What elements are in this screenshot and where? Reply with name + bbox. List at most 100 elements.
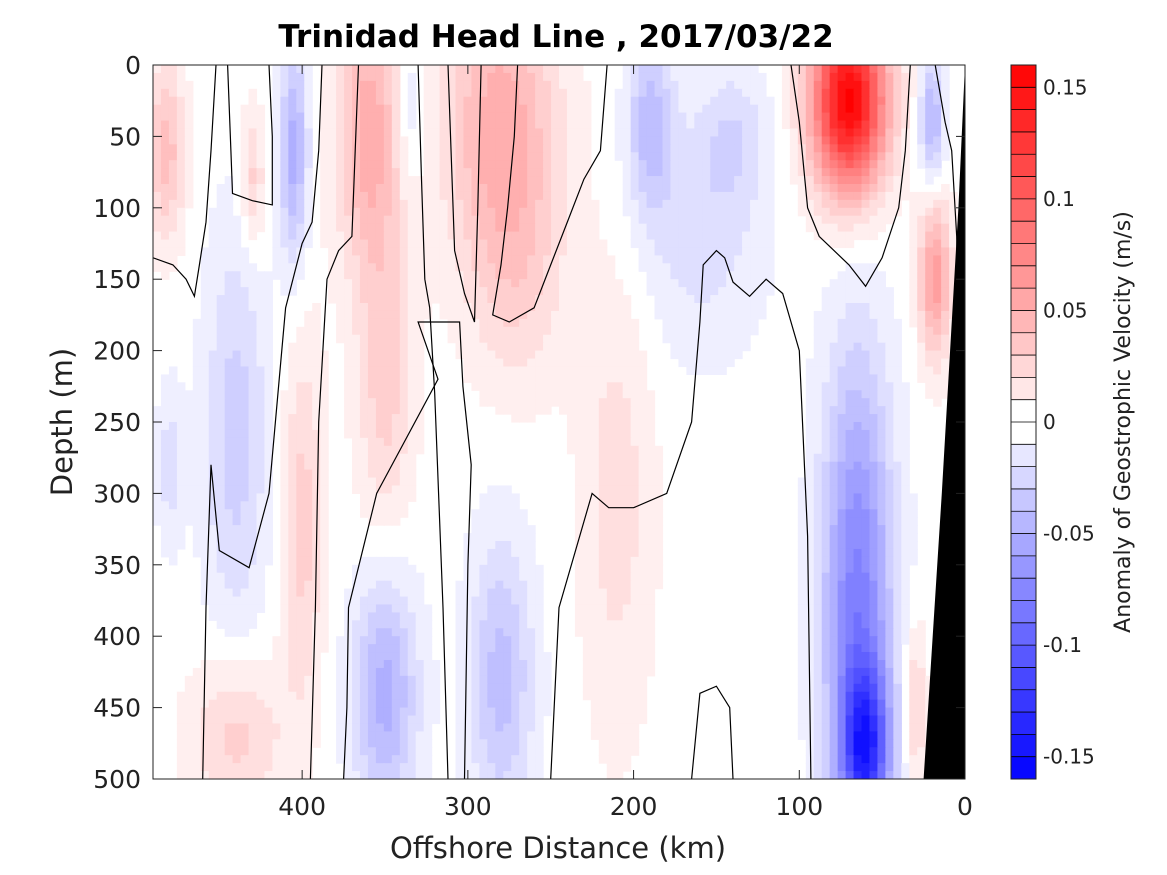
anomaly-cell	[813, 453, 823, 463]
anomaly-cell	[208, 255, 218, 264]
anomaly-cell	[519, 168, 528, 177]
anomaly-cell	[383, 120, 393, 130]
anomaly-cell	[837, 199, 847, 209]
anomaly-cell	[885, 88, 894, 98]
anomaly-cell	[758, 199, 767, 209]
anomaly-cell	[598, 358, 608, 368]
anomaly-cell	[901, 422, 910, 431]
anomaly-cell	[503, 493, 512, 502]
anomaly-cell	[877, 414, 886, 423]
anomaly-cell	[503, 310, 512, 320]
anomaly-cell	[336, 112, 345, 122]
anomaly-cell	[582, 199, 592, 209]
anomaly-cell	[407, 191, 417, 201]
anomaly-cell	[614, 398, 624, 407]
anomaly-cell	[256, 144, 266, 153]
anomaly-cell	[574, 263, 584, 272]
anomaly-cell	[925, 215, 934, 225]
anomaly-cell	[670, 215, 680, 225]
anomaly-cell	[503, 287, 512, 296]
anomaly-cell	[495, 398, 504, 407]
anomaly-cell	[654, 176, 664, 185]
anomaly-cell	[320, 509, 329, 518]
anomaly-cell	[423, 310, 433, 320]
anomaly-cell	[678, 160, 687, 169]
anomaly-cell	[383, 414, 393, 423]
anomaly-cell	[272, 96, 281, 106]
anomaly-cell	[423, 239, 433, 249]
anomaly-cell	[375, 160, 385, 169]
anomaly-cell	[925, 231, 934, 241]
anomaly-cell	[670, 247, 680, 256]
anomaly-cell	[471, 303, 480, 312]
anomaly-cell	[813, 572, 823, 582]
anomaly-cell	[487, 239, 496, 249]
anomaly-cell	[407, 414, 417, 423]
anomaly-cell	[829, 358, 839, 368]
anomaly-cell	[375, 176, 385, 185]
anomaly-cell	[352, 152, 361, 161]
anomaly-cell	[280, 176, 289, 185]
anomaly-cell	[893, 541, 902, 550]
anomaly-cell	[670, 96, 680, 106]
anomaly-cell	[893, 453, 902, 463]
anomaly-cell	[312, 437, 321, 447]
anomaly-cell	[670, 160, 680, 169]
anomaly-cell	[694, 112, 703, 122]
anomaly-cell	[925, 104, 934, 114]
anomaly-cell	[861, 120, 871, 130]
anomaly-cell	[352, 334, 361, 344]
anomaly-cell	[479, 580, 488, 590]
anomaly-cell	[845, 556, 855, 566]
anomaly-cell	[280, 231, 289, 241]
anomaly-cell	[320, 429, 329, 439]
anomaly-cell	[861, 429, 871, 439]
anomaly-cell	[280, 72, 289, 82]
anomaly-cell	[511, 207, 520, 217]
anomaly-cell	[845, 215, 855, 225]
anomaly-cell	[654, 191, 664, 201]
anomaly-cell	[328, 255, 337, 264]
anomaly-cell	[359, 247, 369, 256]
anomaly-cell	[598, 279, 608, 288]
anomaly-cell	[535, 255, 544, 264]
anomaly-cell	[264, 493, 274, 502]
anomaly-cell	[630, 604, 640, 613]
anomaly-cell	[352, 199, 361, 209]
anomaly-cell	[479, 191, 488, 201]
anomaly-cell	[893, 112, 902, 122]
anomaly-cell	[702, 96, 711, 106]
anomaly-cell	[168, 517, 178, 526]
anomaly-cell	[423, 303, 433, 312]
anomaly-cell	[614, 136, 624, 145]
anomaly-cell	[845, 223, 855, 233]
anomaly-cell	[582, 572, 592, 582]
anomaly-cell	[606, 580, 616, 590]
anomaly-cell	[917, 303, 926, 312]
anomaly-cell	[925, 112, 934, 122]
anomaly-cell	[375, 374, 385, 383]
anomaly-cell	[495, 223, 504, 233]
anomaly-cell	[885, 80, 894, 90]
anomaly-cell	[933, 88, 942, 98]
anomaly-cell	[654, 517, 664, 526]
anomaly-cell	[519, 128, 528, 137]
anomaly-cell	[861, 366, 871, 375]
anomaly-cell	[447, 72, 457, 82]
anomaly-cell	[447, 96, 457, 106]
anomaly-cell	[391, 620, 401, 629]
anomaly-cell	[654, 247, 664, 256]
anomaly-cell	[280, 215, 289, 225]
anomaly-cell	[582, 318, 592, 328]
anomaly-cell	[535, 160, 544, 169]
anomaly-cell	[797, 199, 807, 209]
anomaly-cell	[885, 509, 894, 518]
anomaly-cell	[471, 72, 480, 82]
anomaly-cell	[344, 588, 353, 598]
anomaly-cell	[893, 509, 902, 518]
anomaly-cell	[487, 247, 496, 256]
anomaly-cell	[654, 453, 664, 463]
anomaly-cell	[288, 485, 297, 494]
anomaly-cell	[750, 120, 759, 130]
anomaly-cell	[511, 287, 520, 296]
